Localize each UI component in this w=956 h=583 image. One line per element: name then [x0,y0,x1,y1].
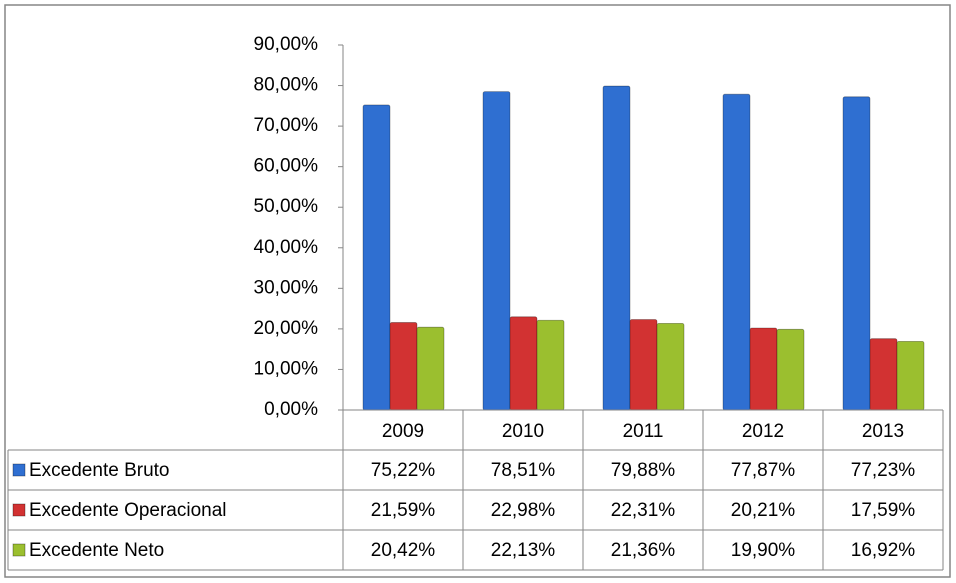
bar [389,322,418,411]
x-tick-label: 2009 [382,421,424,442]
data-table-value: 21,59% [371,500,436,521]
data-table-value: 20,42% [371,540,436,561]
y-tick-label: 0,00% [264,399,318,420]
data-table-value: 20,21% [731,500,796,521]
y-tick-label: 10,00% [254,358,319,379]
bar [869,338,898,411]
legend-label: Excedente Bruto [29,460,169,481]
data-table-value: 79,88% [611,460,676,481]
x-tick-label: 2012 [742,421,784,442]
data-table-value: 22,13% [491,540,556,561]
bar [629,319,658,411]
y-tick-label: 70,00% [254,115,319,136]
data-table-value: 22,98% [491,500,556,521]
bar [749,327,778,411]
y-tick-label: 40,00% [254,237,319,258]
data-table-value: 19,90% [731,540,796,561]
data-table-value: 16,92% [851,540,916,561]
data-table-value: 22,31% [611,500,676,521]
bar [656,322,685,411]
data-table-value: 77,23% [851,460,916,481]
x-tick-label: 2011 [623,421,664,442]
bar [602,85,631,411]
x-tick-label: 2010 [502,421,544,442]
y-tick-label: 20,00% [254,318,319,339]
data-table-value: 21,36% [611,540,676,561]
legend-label: Excedente Neto [29,540,164,561]
bar [842,96,871,411]
bar [896,340,925,411]
legend-swatch [12,463,26,477]
legend-label: Excedente Operacional [29,500,227,521]
y-tick-label: 90,00% [254,34,319,55]
legend-swatch [12,503,26,517]
y-tick-label: 80,00% [254,75,319,96]
data-table-value: 75,22% [371,460,436,481]
x-tick-label: 2013 [862,421,904,442]
bar [482,91,511,411]
bar [509,316,538,411]
bar [362,104,391,411]
bar [722,93,751,411]
bar [536,319,565,411]
data-table-value: 78,51% [491,460,556,481]
bar [776,328,805,411]
y-tick-label: 30,00% [254,277,319,298]
legend-swatch [12,543,26,557]
bar [416,326,445,411]
data-table-value: 77,87% [731,460,796,481]
chart-frame [4,4,951,578]
data-table-value: 17,59% [851,500,916,521]
y-tick-label: 60,00% [254,156,319,177]
y-tick-label: 50,00% [254,196,319,217]
